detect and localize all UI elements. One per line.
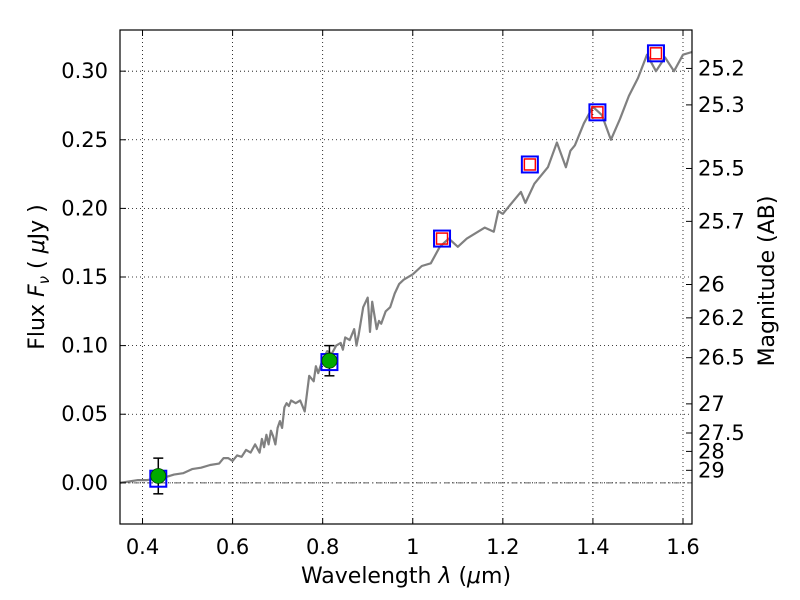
- model-square-marker: [435, 232, 449, 245]
- y-tick-label: 0.20: [61, 196, 108, 220]
- x-tick-label: 0.4: [126, 535, 159, 559]
- x-tick-label: 1: [406, 535, 419, 559]
- y2-tick-label: 27: [698, 392, 725, 416]
- y-axis-label: Flux Fν ( μJy ): [25, 204, 53, 349]
- photometry-square-marker: [588, 103, 607, 122]
- x-axis-label: Wavelength λ (μm): [301, 564, 511, 589]
- y-tick-label: 0.10: [61, 334, 108, 358]
- axis-ticks: 0.4 0.6 0.8 1 1.2 1.4 1.6 0.00 0.05 0.10 0.15 0.20 0…: [61, 30, 745, 559]
- y2-tick-label: 28: [698, 439, 725, 463]
- y2-tick-label: 25.3: [698, 93, 745, 117]
- photometry-square-marker: [433, 229, 452, 248]
- y-tick-label: 0.30: [61, 59, 108, 83]
- y-tick-label: 0.00: [61, 471, 108, 495]
- y2-tick-label: 27.5: [698, 421, 745, 445]
- model-square-marker: [523, 158, 537, 171]
- photometry-square-marker: [520, 155, 539, 174]
- y-tick-label: 0.05: [61, 402, 108, 426]
- photometry-square-marker: [646, 44, 665, 63]
- x-tick-label: 1.6: [666, 535, 699, 559]
- y2-tick-label: 26.5: [698, 346, 745, 370]
- plot-area: [119, 44, 693, 495]
- y-tick-label: 0.25: [61, 128, 108, 152]
- x-tick-label: 1.4: [576, 535, 609, 559]
- x-tick-label: 0.8: [306, 535, 339, 559]
- y-tick-label: 0.15: [61, 265, 108, 289]
- detected-flux-point: [150, 468, 167, 484]
- x-tick-label: 0.6: [216, 535, 249, 559]
- y2-tick-label: 25.2: [698, 56, 745, 80]
- model-spectrum-line: [119, 50, 693, 484]
- secondary-y-axis-label: Magnitude (AB): [755, 196, 780, 367]
- model-square-marker: [649, 47, 663, 60]
- y2-tick-label: 26: [698, 272, 725, 296]
- y2-tick-label: 25.7: [698, 209, 745, 233]
- x-tick-label: 1.2: [486, 535, 519, 559]
- y2-tick-label: 25.5: [698, 156, 745, 180]
- detected-flux-point: [321, 352, 338, 369]
- y2-tick-label: 26.2: [698, 306, 745, 330]
- y2-tick-label: 29: [698, 458, 725, 482]
- model-square-marker: [591, 106, 604, 119]
